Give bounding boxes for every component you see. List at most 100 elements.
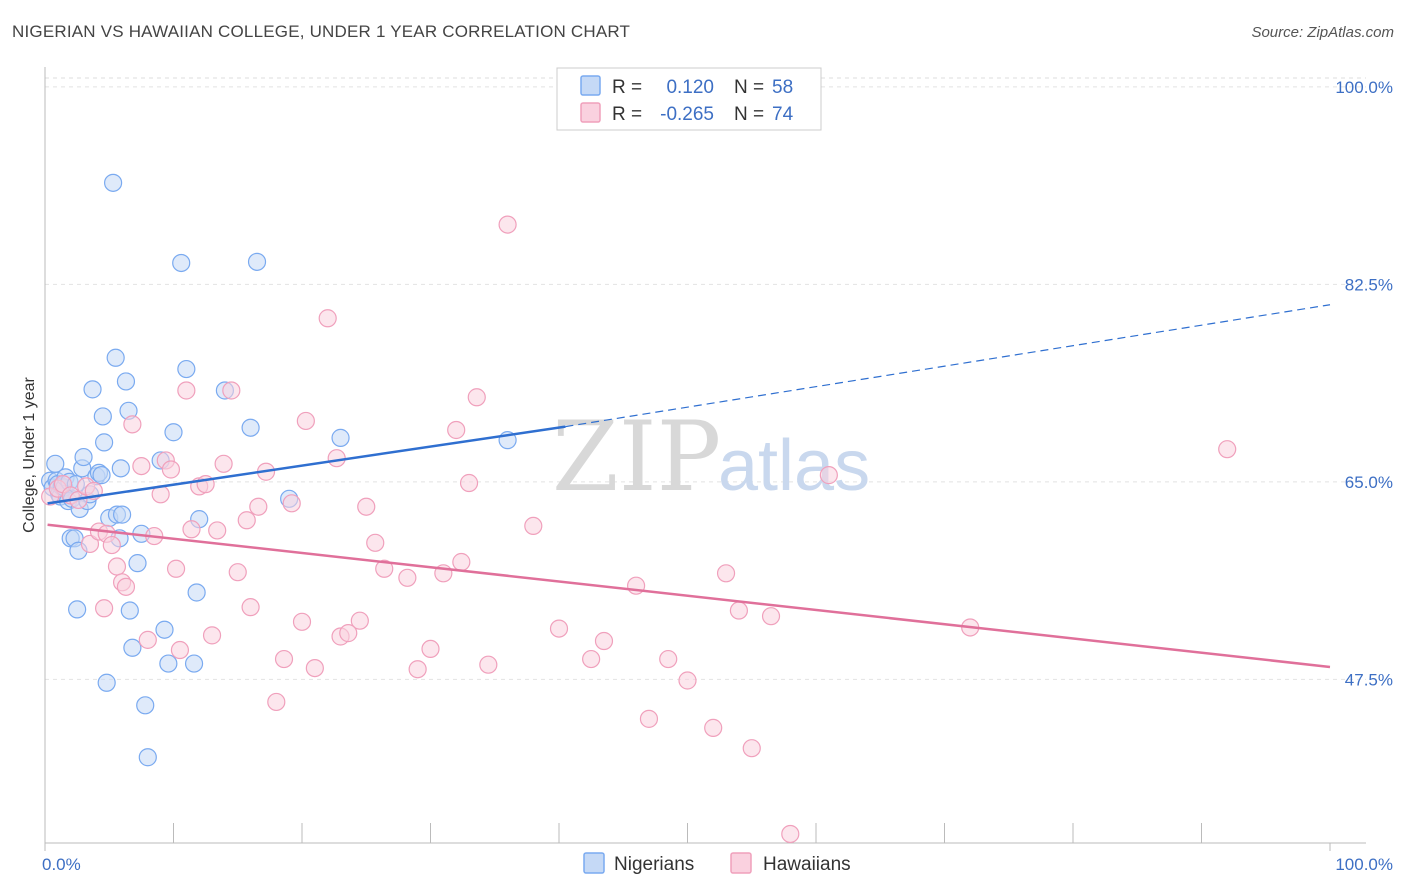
hawaiians-point-55 [447,420,466,440]
hawaiians-point-51 [398,568,417,587]
axes [44,67,1366,851]
nigerians-point-52 [187,583,206,602]
nigerians-point-56 [247,252,267,271]
nigerians-point-55 [241,418,260,437]
hawaiians-point-74 [819,466,838,485]
nigerians-trend-line [47,425,566,505]
hawaiians-point-63 [582,649,601,669]
hawaiians-point-16 [132,456,151,476]
hawaiians-point-12 [107,557,127,576]
series-hawaiians-points [41,215,1237,844]
hawaiians-point-6 [80,534,100,554]
nigerians-point-32 [106,348,125,367]
hawaiians-point-64 [594,631,614,651]
y-tick-label-2: 65.0% [1345,473,1393,492]
legend-r-label-hawaiians: R = [612,104,642,125]
y-tick-label-1: 82.5% [1345,275,1393,294]
hawaiians-point-14 [116,577,136,596]
nigerians-point-41 [128,554,147,573]
hawaiians-point-44 [327,449,346,468]
hawaiians-point-73 [761,607,781,626]
legend-swatch-hawaiians [580,102,601,123]
hawaiians-trend-line [47,523,1331,669]
hawaiians-point-49 [366,533,385,552]
hawaiians-point-50 [375,559,394,578]
hawaiians-point-21 [161,460,181,479]
legend-n-value-hawaiians: 74 [772,104,794,125]
hawaiians-point-40 [292,612,312,631]
nigerians-point-40 [123,638,142,657]
legend-n-label-nigerians: N = [734,77,764,98]
hawaiians-point-72 [742,739,761,758]
hawaiians-point-70 [716,564,736,583]
legend-r-label-nigerians: R = [612,77,642,98]
hawaiians-point-60 [498,215,517,234]
nigerians-point-26 [92,466,111,485]
nigerians-point-23 [83,380,102,399]
hawaiians-point-30 [214,454,233,473]
watermark: ZIP atlas [552,401,870,513]
nigerians-point-44 [138,748,157,767]
x-tick-labels: 0.0% 100.0% [42,855,1393,874]
hawaiians-point-46 [339,624,358,643]
legend-n-label-hawaiians: N = [734,104,764,125]
hawaiians-point-28 [202,626,222,645]
hawaiians-point-22 [166,559,186,578]
x-tick-label-0: 0.0% [42,855,81,874]
nigerians-point-46 [155,620,174,639]
hawaiians-point-39 [282,494,301,513]
nigerians-point-50 [177,359,196,379]
nigerians-point-43 [136,696,155,715]
x-tick-label-1: 100.0% [1335,855,1393,874]
legend-r-value-nigerians: 0.120 [666,77,714,98]
legend-box [556,67,822,131]
hawaiians-point-9 [95,599,114,618]
chart-title: NIGERIAN VS HAWAIIAN COLLEGE, UNDER 1 YE… [12,22,631,41]
hawaiians-point-42 [305,658,324,678]
bottom-legend-swatch-nigerians [583,852,605,874]
legend-swatch-nigerians [580,75,601,96]
nigerians-point-39 [120,601,139,620]
hawaiians-point-31 [222,381,241,400]
legend-r-value-hawaiians: -0.265 [660,104,714,125]
hawaiians-point-23 [170,640,190,660]
y-tick-label-3: 47.5% [1345,670,1393,689]
nigerians-point-28 [95,433,114,452]
hawaiians-point-56 [452,552,471,572]
nigerians-point-35 [111,459,130,478]
hawaiians-point-41 [296,411,315,431]
hawaiians-point-24 [177,381,196,400]
nigerians-point-51 [184,654,204,673]
hawaiians-point-59 [479,655,498,674]
hawaiians-point-53 [421,639,440,659]
hawaiians-point-69 [704,718,723,737]
bottom-legend-nigerians: Nigerians [614,854,694,875]
nigerians-point-36 [112,505,132,524]
watermark-zip: ZIP [552,401,721,513]
chart-source: Source: ZipAtlas.com [1251,24,1394,41]
hawaiians-point-38 [274,649,294,669]
nigerians-point-29 [97,673,116,692]
hawaiians-point-47 [350,611,369,630]
hawaiians-point-11 [102,535,121,555]
nigerians-point-47 [159,654,178,673]
nigerians-point-16 [68,600,87,619]
watermark-atlas: atlas [718,426,870,506]
hawaiians-point-25 [182,520,201,539]
legend-top: R = 0.120 N = 58 R = -0.265 N = 74 [556,67,822,131]
legend-bottom: Nigerians Hawaiians [583,852,851,875]
hawaiians-point-15 [123,415,142,434]
trend-lines [47,304,1331,669]
hawaiians-point-37 [267,692,286,712]
nigerians-point-37 [116,372,136,391]
hawaiians-point-34 [241,598,260,617]
hawaiians-point-17 [138,630,157,649]
hawaiians-point-71 [729,601,749,620]
grid-lines [45,77,1366,680]
hawaiians-point-68 [678,671,697,690]
hawaiians-point-52 [408,660,427,679]
bottom-legend-swatch-hawaiians [730,852,752,874]
nigerians-point-58 [331,428,350,447]
y-tick-labels: 100.0% 82.5% 65.0% 47.5% [1335,78,1393,689]
